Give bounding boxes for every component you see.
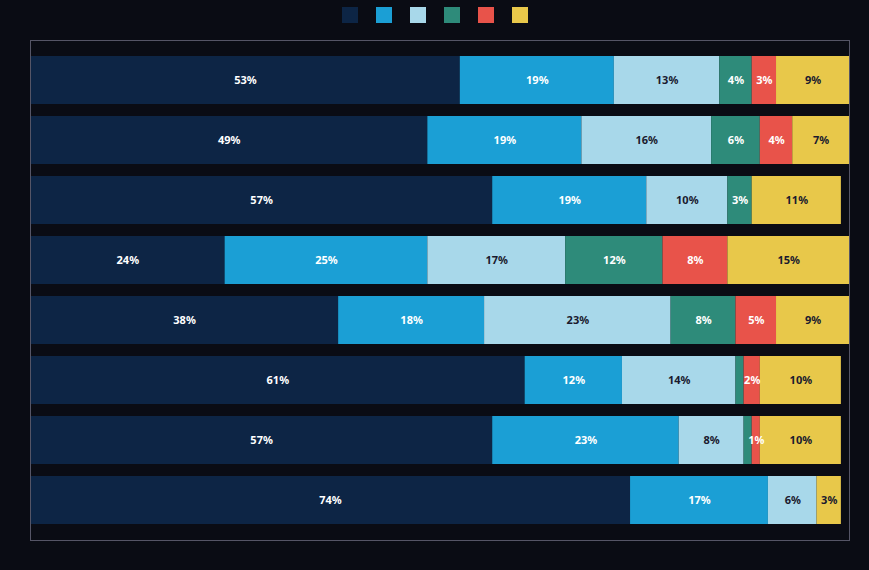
svg-text:3%: 3% [732, 192, 748, 207]
svg-text:8%: 8% [695, 312, 711, 327]
svg-text:8%: 8% [704, 432, 720, 447]
svg-text:24%: 24% [117, 252, 140, 267]
svg-text:3%: 3% [821, 492, 837, 507]
svg-text:10%: 10% [790, 372, 813, 387]
svg-text:61%: 61% [267, 372, 290, 387]
svg-text:19%: 19% [526, 72, 549, 87]
svg-text:57%: 57% [250, 432, 273, 447]
svg-text:10%: 10% [790, 432, 813, 447]
svg-text:1%: 1% [748, 432, 764, 447]
svg-text:18%: 18% [400, 312, 423, 327]
svg-text:6%: 6% [728, 132, 744, 147]
svg-text:53%: 53% [234, 72, 257, 87]
svg-text:13%: 13% [656, 72, 679, 87]
svg-text:10%: 10% [676, 192, 699, 207]
svg-text:19%: 19% [558, 192, 581, 207]
svg-text:23%: 23% [567, 312, 590, 327]
svg-text:19%: 19% [494, 132, 517, 147]
svg-text:7%: 7% [813, 132, 829, 147]
svg-text:57%: 57% [250, 192, 273, 207]
svg-text:12%: 12% [563, 372, 586, 387]
svg-text:49%: 49% [218, 132, 241, 147]
svg-text:4%: 4% [768, 132, 784, 147]
svg-text:6%: 6% [785, 492, 801, 507]
svg-text:9%: 9% [805, 72, 821, 87]
svg-text:3%: 3% [756, 72, 772, 87]
svg-text:25%: 25% [315, 252, 338, 267]
svg-text:38%: 38% [173, 312, 196, 327]
svg-text:16%: 16% [636, 132, 659, 147]
svg-text:12%: 12% [603, 252, 626, 267]
svg-text:74%: 74% [319, 492, 342, 507]
svg-text:4%: 4% [728, 72, 744, 87]
svg-text:9%: 9% [805, 312, 821, 327]
svg-text:11%: 11% [786, 192, 809, 207]
svg-text:2%: 2% [744, 372, 760, 387]
svg-text:17%: 17% [486, 252, 509, 267]
svg-text:5%: 5% [748, 312, 764, 327]
svg-text:8%: 8% [687, 252, 703, 267]
svg-text:17%: 17% [688, 492, 711, 507]
svg-text:23%: 23% [575, 432, 598, 447]
svg-text:14%: 14% [668, 372, 691, 387]
svg-text:15%: 15% [777, 252, 800, 267]
